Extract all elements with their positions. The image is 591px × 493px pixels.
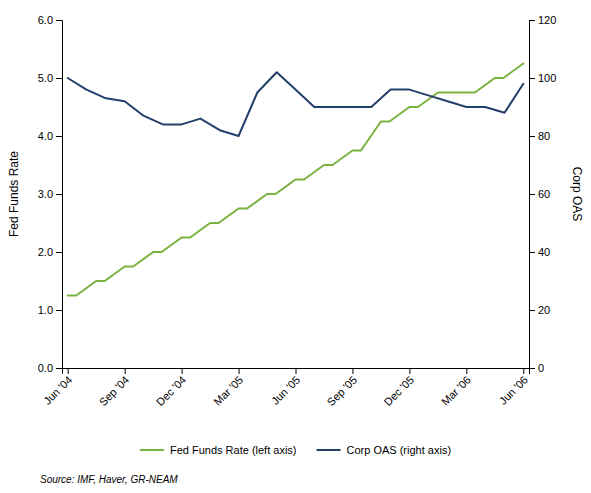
tick: 60 <box>529 188 550 200</box>
tick-label: Dec '05 <box>382 374 417 409</box>
series-line <box>68 72 524 136</box>
tick: 0 <box>529 362 544 374</box>
tick-mark <box>56 136 62 137</box>
tick: 20 <box>529 304 550 316</box>
tick-mark <box>56 194 62 195</box>
legend-label: Fed Funds Rate (left axis) <box>170 444 297 456</box>
tick: Sep '04 <box>97 368 132 408</box>
tick-label: Sep '05 <box>325 374 360 409</box>
tick-mark <box>529 310 535 311</box>
axis-line <box>56 21 63 369</box>
tick-label: 0 <box>538 362 544 374</box>
tick-mark <box>529 20 535 21</box>
legend-swatch <box>317 449 341 451</box>
tick-mark <box>125 368 126 374</box>
plot: Jun '04 Sep '04 Dec '04 Mar '05 Jun '05 Sep '… <box>7 14 584 408</box>
tick-label: 120 <box>538 14 556 26</box>
tick: Jun '05 <box>269 368 302 407</box>
tick-label: Jun '06 <box>497 374 530 407</box>
tick-label: Sep '04 <box>97 374 132 409</box>
tick: 80 <box>529 130 550 142</box>
tick-mark <box>529 194 535 195</box>
tick-label: 20 <box>538 304 550 316</box>
tick-mark <box>409 368 410 374</box>
tick-mark <box>239 368 240 374</box>
tick-label: 60 <box>538 188 550 200</box>
tick-mark <box>529 136 535 137</box>
tick-label: 40 <box>538 246 550 258</box>
tick-mark <box>68 368 69 374</box>
tick: 4.0 <box>38 130 62 142</box>
tick: Dec '04 <box>154 368 189 408</box>
tick: 3.0 <box>38 188 62 200</box>
tick-label: 2.0 <box>38 246 53 258</box>
tick: 5.0 <box>38 72 62 84</box>
y-axis-title: Fed Funds Rate <box>7 151 21 237</box>
tick-label: 5.0 <box>38 72 53 84</box>
tick: Jun '06 <box>497 368 530 407</box>
axis-line <box>63 369 530 375</box>
tick: 6.0 <box>38 14 62 26</box>
series-line <box>68 64 524 296</box>
tick-label: 0.0 <box>38 362 53 374</box>
tick-label: Mar '05 <box>211 374 245 408</box>
tick-mark <box>56 368 62 369</box>
tick: Mar '05 <box>211 368 245 408</box>
legend: Fed Funds Rate (left axis) Corp OAS (righ… <box>140 444 451 456</box>
chart: Jun '04 Sep '04 Dec '04 Mar '05 Jun '05 Sep '… <box>0 0 591 493</box>
tick-label: 4.0 <box>38 130 53 142</box>
legend-label: Corp OAS (right axis) <box>347 444 452 456</box>
tick: 100 <box>529 72 556 84</box>
annotation: Source: IMF, Haver, GR-NEAM <box>40 474 178 485</box>
axis-line <box>530 21 536 369</box>
tick-label: 100 <box>538 72 556 84</box>
lines <box>68 64 524 296</box>
legend-swatch <box>140 449 164 451</box>
tick: 0.0 <box>38 362 62 374</box>
tick-label: Dec '04 <box>154 374 189 409</box>
tick-mark <box>529 252 535 253</box>
tick: Mar '06 <box>439 368 473 408</box>
legend-item: Corp OAS (right axis) <box>317 444 452 456</box>
tick-mark <box>466 368 467 374</box>
x-axis: Jun '04 Sep '04 Dec '04 Mar '05 Jun '05 Sep '… <box>41 368 530 408</box>
tick-mark <box>529 368 535 369</box>
tick-mark <box>523 368 524 374</box>
tick-label: 80 <box>538 130 550 142</box>
tick-label: 6.0 <box>38 14 53 26</box>
tick: 40 <box>529 246 550 258</box>
legend-item: Fed Funds Rate (left axis) <box>140 444 297 456</box>
tick-mark <box>296 368 297 374</box>
tick-mark <box>56 78 62 79</box>
y2-axis: 0 20 40 60 80 100 120 <box>529 14 556 374</box>
tick: 2.0 <box>38 246 62 258</box>
tick-label: Jun '05 <box>269 374 302 407</box>
tick-mark <box>352 368 353 374</box>
tick-label: Mar '06 <box>439 374 473 408</box>
tick-mark <box>182 368 183 374</box>
tick-mark <box>56 310 62 311</box>
tick-label: 1.0 <box>38 304 53 316</box>
tick: Sep '05 <box>325 368 360 408</box>
tick-label: Jun '04 <box>41 374 74 407</box>
tick: 120 <box>529 14 556 26</box>
tick-mark <box>529 78 535 79</box>
tick-mark <box>56 252 62 253</box>
tick-label: 3.0 <box>38 188 53 200</box>
tick: Dec '05 <box>382 368 417 408</box>
tick-mark <box>56 20 62 21</box>
tick: 1.0 <box>38 304 62 316</box>
y2-axis-title: Corp OAS <box>570 167 584 222</box>
y-axis: 0.0 1.0 2.0 3.0 4.0 5.0 6.0 <box>38 14 63 374</box>
